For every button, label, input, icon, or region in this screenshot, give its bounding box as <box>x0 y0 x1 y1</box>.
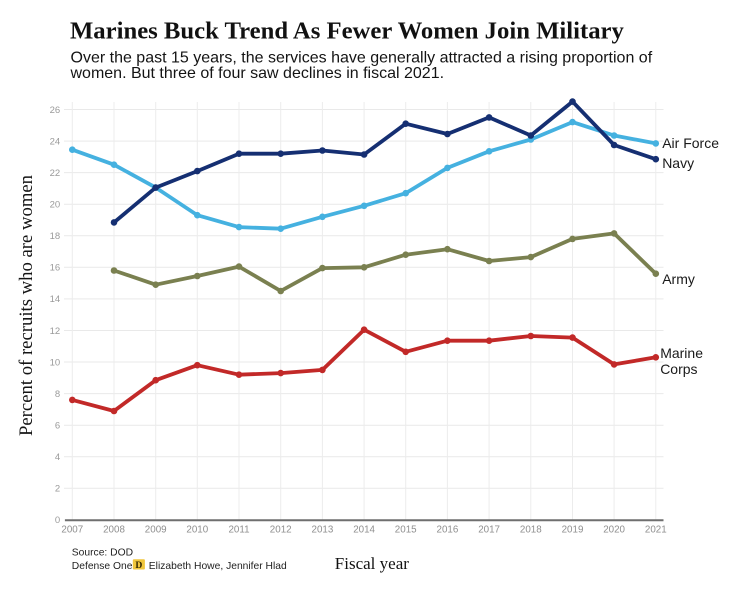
svg-text:2007: 2007 <box>61 525 83 536</box>
svg-text:16: 16 <box>50 263 61 274</box>
svg-text:20: 20 <box>50 200 61 211</box>
svg-text:22: 22 <box>50 168 61 179</box>
svg-text:Elizabeth Howe, Jennifer Hlad: Elizabeth Howe, Jennifer Hlad <box>149 561 287 572</box>
svg-text:4: 4 <box>55 452 60 463</box>
svg-text:Marines Buck Trend As Fewer Wo: Marines Buck Trend As Fewer Women Join M… <box>70 18 625 45</box>
svg-text:Marine: Marine <box>660 345 703 361</box>
svg-text:8: 8 <box>55 389 60 400</box>
svg-text:Source: DOD: Source: DOD <box>72 548 133 559</box>
svg-text:Army: Army <box>662 271 695 287</box>
svg-text:2: 2 <box>55 484 60 495</box>
svg-text:2016: 2016 <box>437 525 459 536</box>
svg-text:2019: 2019 <box>562 525 584 536</box>
svg-text:6: 6 <box>55 421 60 432</box>
svg-text:2010: 2010 <box>186 525 208 536</box>
svg-text:Corps: Corps <box>660 361 697 377</box>
svg-text:D: D <box>135 560 142 571</box>
svg-text:2008: 2008 <box>103 525 125 536</box>
svg-text:Over the past 15 years, the se: Over the past 15 years, the services hav… <box>71 49 653 66</box>
svg-text:12: 12 <box>50 326 61 337</box>
svg-text:Fiscal year: Fiscal year <box>335 554 409 573</box>
svg-text:Percent of recruits who are wo: Percent of recruits who are women <box>16 174 37 436</box>
svg-text:26: 26 <box>50 105 61 116</box>
svg-text:2013: 2013 <box>312 525 334 536</box>
svg-text:2012: 2012 <box>270 525 292 536</box>
svg-text:14: 14 <box>50 294 61 305</box>
svg-text:2009: 2009 <box>145 525 167 536</box>
svg-text:2020: 2020 <box>603 525 625 536</box>
svg-text:2018: 2018 <box>520 525 542 536</box>
svg-text:10: 10 <box>50 357 61 368</box>
svg-text:Defense One: Defense One <box>72 561 133 572</box>
svg-text:2017: 2017 <box>478 525 500 536</box>
svg-text:24: 24 <box>50 136 61 147</box>
svg-text:women. But three of four saw d: women. But three of four saw declines in… <box>70 65 445 82</box>
svg-text:Navy: Navy <box>662 155 694 171</box>
svg-text:2021: 2021 <box>645 525 667 536</box>
svg-text:2014: 2014 <box>353 525 375 536</box>
svg-text:18: 18 <box>50 231 61 242</box>
svg-text:2015: 2015 <box>395 525 417 536</box>
svg-text:2011: 2011 <box>228 525 249 536</box>
svg-text:0: 0 <box>55 515 60 526</box>
svg-text:Air Force: Air Force <box>662 135 719 151</box>
